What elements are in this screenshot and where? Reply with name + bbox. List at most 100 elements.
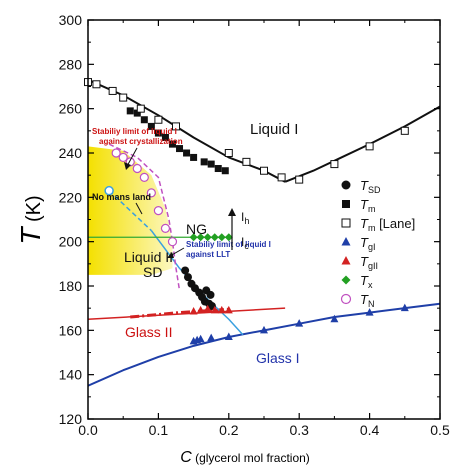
point-m-lane (172, 122, 180, 131)
x-axis-text: (glycerol mol fraction) (192, 451, 310, 465)
curve-llt-dashed (108, 190, 152, 232)
point-m-lane (260, 166, 268, 175)
point-gii (224, 305, 233, 314)
point-x (217, 233, 226, 242)
x-axis-label: C (glycerol mol fraction) (180, 449, 310, 466)
y-tick-label: 260 (59, 101, 83, 117)
liquid-ii-label: Liquid II (124, 249, 173, 265)
curve-liquidus-right (284, 105, 441, 183)
x-tick-label: 0.0 (78, 422, 98, 438)
point-m-lane (136, 104, 145, 113)
point-m-lane (108, 86, 117, 95)
point-gi (224, 332, 233, 340)
x-tick-label: 0.5 (430, 422, 450, 438)
point-m (176, 145, 184, 153)
point-m (147, 122, 155, 130)
point-m-lane (242, 157, 251, 166)
point-n (132, 163, 142, 174)
legend-marker-n (340, 293, 352, 305)
ic-label: Ic (241, 235, 249, 251)
point-gii (210, 305, 219, 314)
point-n (146, 188, 156, 198)
point-x (196, 233, 205, 242)
stability-crystallization-line-1: Stabiliy limit of liquid I (92, 127, 177, 136)
point-n (111, 148, 121, 158)
point-m-lane (295, 175, 304, 184)
legend-marker-gii (341, 256, 351, 265)
crystallization-arrowhead (124, 162, 131, 170)
point-m (133, 109, 141, 117)
point-sd (181, 266, 190, 275)
point-m-lane (330, 160, 339, 169)
point-n (153, 206, 163, 216)
shaded-region-layer (88, 146, 173, 275)
no-mans-land-arrow (135, 202, 143, 215)
point-m-lane (400, 126, 409, 135)
point-gi (196, 334, 205, 343)
legend-marker-gi (341, 237, 351, 246)
point-n (139, 172, 149, 182)
y-axis-symbol: T (15, 226, 46, 245)
point-gi (400, 303, 409, 312)
point-m (126, 107, 134, 115)
y-tick-label: 140 (59, 367, 83, 383)
curve-crystallization-limit (108, 143, 181, 291)
point-gii (189, 306, 198, 315)
point-gi (330, 314, 339, 323)
point-m (214, 165, 222, 173)
curve-glass-ii-line (87, 307, 286, 320)
x-tick-label: 0.2 (219, 422, 239, 438)
point-n (167, 237, 178, 247)
markers-layer (84, 78, 409, 345)
liquid-i-label: Liquid I (250, 121, 298, 138)
point-m-lane (277, 173, 286, 182)
ih-arrowhead (228, 208, 236, 216)
point-gii (217, 305, 226, 314)
point-gi (365, 308, 374, 316)
y-tick-label: 220 (59, 189, 83, 205)
no-mans-land-label: No mans land (92, 192, 151, 202)
point-m-lane (224, 149, 233, 157)
stability-llt-line-1: Stabiliy limit of liquid I (186, 240, 271, 249)
llt-arrowhead (167, 252, 174, 258)
point-m (140, 116, 148, 124)
y-axis-text: (K) (23, 195, 45, 227)
legend-marker-sd (341, 180, 351, 190)
glass-ii-label: Glass II (125, 324, 172, 340)
point-gii (196, 305, 205, 314)
ih-label: Ih (241, 210, 249, 226)
legend-label-gii: TgII (360, 254, 378, 271)
point-gi (295, 319, 304, 327)
point-m-lane (154, 115, 163, 124)
y-tick-label: 120 (59, 411, 83, 427)
point-m-lane (365, 142, 374, 151)
point-gii (203, 304, 212, 313)
y-tick-label: 240 (59, 145, 83, 161)
y-tick-label: 180 (59, 278, 83, 294)
point-sd (206, 290, 215, 299)
point-m-lane (119, 93, 128, 102)
legend-marker-x (341, 275, 351, 285)
glass-i-label: Glass I (256, 350, 300, 366)
point-m (200, 158, 208, 166)
x-tick-label: 0.4 (360, 422, 380, 438)
axis-ticks-layer: 0.0 0.1 0.2 0.3 0.4 0.5 120 140 160 180 200 220 240 2… (59, 12, 450, 438)
point-m (207, 160, 215, 168)
legend-label-n: TN (360, 292, 374, 309)
point-gi (207, 333, 216, 342)
point-m (154, 129, 162, 137)
ng-label: NG (186, 221, 207, 237)
legend: TSD Tm Tm [Lane] TgI TgII Tx TN (340, 178, 415, 309)
y-tick-label: 160 (59, 322, 83, 338)
point-m (168, 140, 176, 148)
legend-label-m-lane: Tm [Lane] (360, 216, 415, 233)
point-m (221, 167, 229, 175)
y-tick-label: 200 (59, 234, 83, 250)
no-mans-land-region (88, 146, 173, 275)
legend-marker-m-lane (341, 218, 351, 228)
legend-label-sd: TSD (360, 178, 381, 195)
point-gi (260, 325, 268, 334)
stability-crystallization-line-2: against crystallization (99, 137, 183, 146)
point-x (210, 233, 219, 242)
